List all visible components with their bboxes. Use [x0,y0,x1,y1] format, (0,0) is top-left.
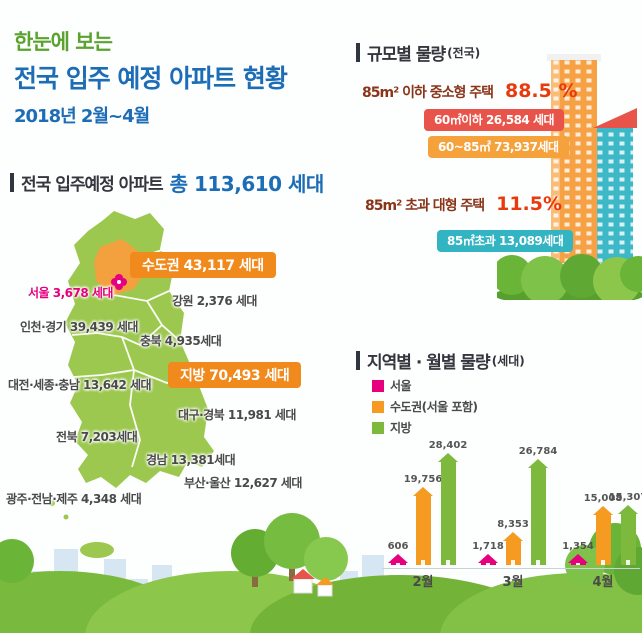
house-roof-icon [388,554,408,563]
map-label-gyeongnam: 경남 13,381세대 [146,453,236,467]
map-label-gangwon: 강원 2,376 세대 [172,294,257,308]
house-body [415,496,431,565]
chart-bar: 28,402 [429,440,467,565]
legend-item-capital: 수도권(서울 포함) [372,398,478,415]
chart-bar: 15,307 [609,492,642,565]
chart-bar-value: 1,718 [472,541,504,552]
region-heading-note: (세대) [491,354,525,368]
house-roof-icon [528,459,548,468]
map-label-daegu-gyeongbuk: 대구·경북 11,981 세대 [178,408,296,422]
page-title: 전국 입주 예정 아파트 현황 [14,64,288,93]
heading-bar [356,351,360,370]
region-heading-text: 지역별 · 월별 물량 [367,353,491,373]
house-roof-icon [593,506,613,515]
title-line-1: 한눈에 보는 [14,30,113,54]
scale-heading-note: (전국) [447,46,481,60]
region-section-heading: 지역별 · 월별 물량 (세대) [356,348,525,373]
chart-bar-value: 15,307 [608,492,642,503]
capital-region-badge: 수도권 43,117 세대 [130,252,276,278]
chart-legend: 서울 수도권(서울 포함) 지방 [372,377,478,440]
chart-month-label: 2월 [412,575,434,590]
bar-chart: 606 19,756 28,402 2월 1,718 8,353 26,784 3월 1,354… [382,418,642,590]
badge-over-85: 85㎡초과 13,089세대 [437,230,574,252]
chart-bar-value: 26,784 [518,446,558,457]
chart-bar-value: 28,402 [428,440,468,451]
map-label-jeonbuk: 전북 7,203세대 [56,430,138,444]
chart-bar: 1,354 [562,541,594,565]
chart-bar: 1,718 [472,541,504,565]
buildings-icon [492,54,642,305]
legend-label-seoul: 서울 [390,379,412,393]
house-body [530,468,546,565]
map-label-gwangju-jeonnam-jeju: 광주·전남·제주 4,348 세대 [6,492,142,506]
legend-swatch-province [372,421,384,434]
house-roof-icon [478,554,498,563]
house-body [570,563,586,565]
small-houses [291,569,334,597]
house-roof-icon [503,532,523,541]
large-housing-pct: 11.5% [496,193,563,215]
map-label-busan-ulsan: 부산·울산 12,627 세대 [184,476,302,490]
small-housing-label: 85m² 이하 중소형 주택 [362,85,494,101]
scale-section-heading: 규모별 물량 (전국) [356,40,480,65]
legend-swatch-seoul [372,379,384,392]
house-roof-icon [618,505,638,514]
legend-label-capital: 수도권(서울 포함) [390,400,478,414]
legend-swatch-capital [372,400,384,413]
badge-under-60: 60㎡이하 26,584 세대 [424,109,565,131]
title-period: 2018년 2월~4월 [14,106,150,127]
map-label-incheon-gyeonggi: 인천·경기 39,439 세대 [20,320,138,334]
house-body [595,515,611,565]
chart-month-group: 606 19,756 28,402 2월 [388,418,468,590]
province-badge: 지방 70,493 세대 [168,362,302,388]
chart-bar: 15,008 [584,493,622,565]
chart-bar-value: 8,353 [497,519,529,530]
chart-month-label: 3월 [502,575,524,590]
house-roof-icon [568,554,588,563]
heading-bar [10,173,14,192]
chart-bar-value: 19,756 [403,474,443,485]
legend-label-province: 지방 [390,421,412,435]
map-label-daejeon-sejong-chungnam: 대전·세종·충남 13,642 세대 [8,378,152,392]
chart-bar: 19,756 [404,474,442,565]
house-body [505,541,521,565]
title-block: 한눈에 보는 전국 입주 예정 아파트 현황 2018년 2월~4월 [14,26,288,128]
chart-bar-value: 606 [387,541,409,552]
heading-bar [356,43,360,62]
chart-bar: 8,353 [497,519,529,565]
badge-60-85: 60~85㎡ 73,937세대 [428,136,569,158]
total-section-heading: 전국 입주예정 아파트 총 113,610 세대 [10,168,324,197]
chart-bar-value: 1,354 [562,541,594,552]
scale-heading-text: 규모별 물량 [367,45,446,65]
house-body [390,563,406,565]
map-label-chungbuk: 충북 4,935세대 [140,334,222,348]
map-label-seoul: 서울 3,678 세대 [28,286,113,300]
house-body [480,563,496,565]
large-housing-row: 85m² 초과 대형 주택 11.5% [365,193,562,215]
total-count: 총 113,610 세대 [169,172,325,196]
seoul-marker-icon [111,274,127,290]
chart-month-label: 4월 [592,575,614,590]
chart-bar: 26,784 [519,446,557,565]
house-roof-icon [438,453,458,462]
house-roof-icon [413,487,433,496]
jeju-island [80,542,114,558]
chart-bar-value: 15,008 [583,493,623,504]
house-body [440,462,456,565]
small-housing-pct: 88.5 % [504,80,578,102]
buildings-illustration [492,50,642,305]
large-housing-label: 85m² 초과 대형 주택 [365,198,485,214]
house-body [620,514,636,565]
chart-bar: 606 [388,541,408,565]
small-housing-row: 85m² 이하 중소형 주택 88.5 % [362,80,578,102]
total-heading-text: 전국 입주예정 아파트 [21,175,164,195]
legend-item-province: 지방 [372,419,477,436]
legend-item-seoul: 서울 [372,377,477,394]
chart-month-group: 1,718 8,353 26,784 3월 [472,418,557,590]
